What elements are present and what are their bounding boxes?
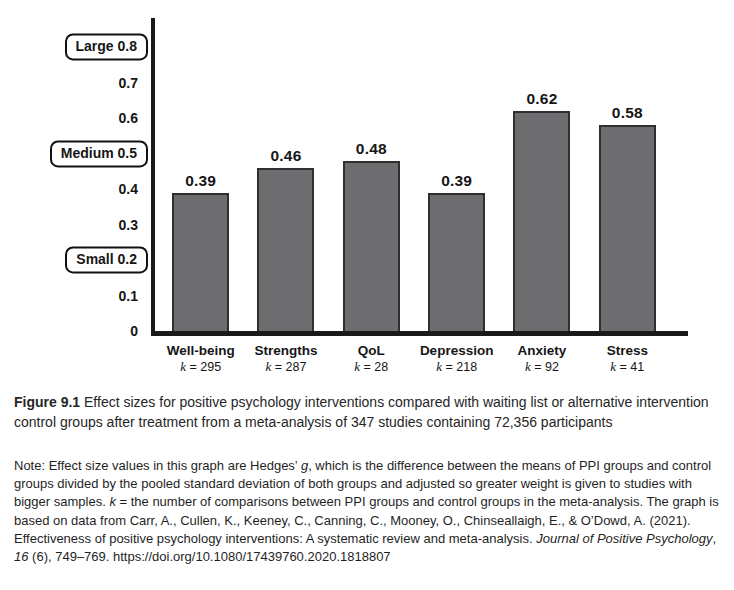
y-axis-line bbox=[151, 18, 155, 336]
text-segment: (6), 749–769. https://doi.org/10.1080/17… bbox=[28, 549, 390, 564]
category-name: Anxiety bbox=[499, 343, 584, 358]
category-label-anxiety: Anxietyk = 92 bbox=[499, 343, 584, 375]
bar-slot-well-being: 0.39 bbox=[158, 0, 243, 331]
category-k-count: k = 218 bbox=[414, 359, 499, 375]
bar-slot-anxiety: 0.62 bbox=[499, 0, 584, 331]
category-name: Strengths bbox=[243, 343, 328, 358]
category-name: Depression bbox=[414, 343, 499, 358]
figure-9-1: Large 0.8 0.7 0.6 Medium 0.5 0.4 0.3 Small 0.2… bbox=[0, 0, 734, 590]
bar-value-label: 0.39 bbox=[185, 172, 216, 190]
figure-caption: Figure 9.1 Effect sizes for positive psy… bbox=[14, 393, 722, 432]
bar-value-label: 0.58 bbox=[612, 104, 643, 122]
bar-value-label: 0.46 bbox=[271, 147, 302, 165]
y-tick-label: 0.4 bbox=[119, 181, 138, 197]
category-label-stress: Stressk = 41 bbox=[585, 343, 670, 375]
category-k-count: k = 92 bbox=[499, 359, 584, 375]
bar-anxiety bbox=[513, 111, 570, 331]
benchmark-label-small-0-2: Small 0.2 bbox=[65, 246, 148, 273]
text-segment: Journal of Positive Psychology bbox=[536, 531, 712, 546]
category-name: QoL bbox=[329, 343, 414, 358]
benchmark-label-medium-0-5: Medium 0.5 bbox=[50, 140, 148, 167]
text-segment: , bbox=[713, 531, 717, 546]
category-name: Stress bbox=[585, 343, 670, 358]
bar-chart: Large 0.8 0.7 0.6 Medium 0.5 0.4 0.3 Small 0.2… bbox=[0, 0, 734, 392]
text-segment: Note: Effect size values in this graph a… bbox=[14, 458, 301, 473]
bar-stress bbox=[599, 125, 656, 331]
benchmark-label-large-0-8: Large 0.8 bbox=[65, 33, 148, 60]
y-tick-label: 0.7 bbox=[119, 75, 138, 91]
bar-slot-depression: 0.39 bbox=[414, 0, 499, 331]
bar-strengths bbox=[257, 168, 314, 331]
category-label-well-being: Well-beingk = 295 bbox=[158, 343, 243, 375]
bar-slot-qol: 0.48 bbox=[329, 0, 414, 331]
text-segment: 16 bbox=[14, 549, 28, 564]
bar-value-label: 0.48 bbox=[356, 140, 387, 158]
category-label-strengths: Strengthsk = 287 bbox=[243, 343, 328, 375]
bar-well-being bbox=[172, 193, 229, 331]
bar-value-label: 0.39 bbox=[441, 172, 472, 190]
bar-depression bbox=[428, 193, 485, 331]
y-tick-label: 0.1 bbox=[119, 288, 138, 304]
x-axis-labels: Well-beingk = 295Strengthsk = 287QoLk = … bbox=[158, 343, 670, 375]
figure-note: Note: Effect size values in this graph a… bbox=[14, 457, 722, 566]
category-k-count: k = 28 bbox=[329, 359, 414, 375]
bars-row: 0.39 0.46 0.48 0.39 0.62 0.58 bbox=[158, 0, 670, 331]
text-segment: Effect sizes for positive psychology int… bbox=[14, 394, 709, 430]
y-tick-label: 0 bbox=[130, 323, 138, 339]
y-tick-label: 0.3 bbox=[119, 217, 138, 233]
category-label-depression: Depressionk = 218 bbox=[414, 343, 499, 375]
y-tick-label: 0.6 bbox=[119, 110, 138, 126]
x-axis-line bbox=[151, 331, 688, 336]
category-label-qol: QoLk = 28 bbox=[329, 343, 414, 375]
bar-slot-stress: 0.58 bbox=[585, 0, 670, 331]
category-k-count: k = 41 bbox=[585, 359, 670, 375]
category-name: Well-being bbox=[158, 343, 243, 358]
bar-value-label: 0.62 bbox=[526, 90, 557, 108]
category-k-count: k = 287 bbox=[243, 359, 328, 375]
category-k-count: k = 295 bbox=[158, 359, 243, 375]
text-segment: Figure 9.1 bbox=[14, 394, 80, 410]
bar-slot-strengths: 0.46 bbox=[243, 0, 328, 331]
bar-qol bbox=[343, 161, 400, 331]
